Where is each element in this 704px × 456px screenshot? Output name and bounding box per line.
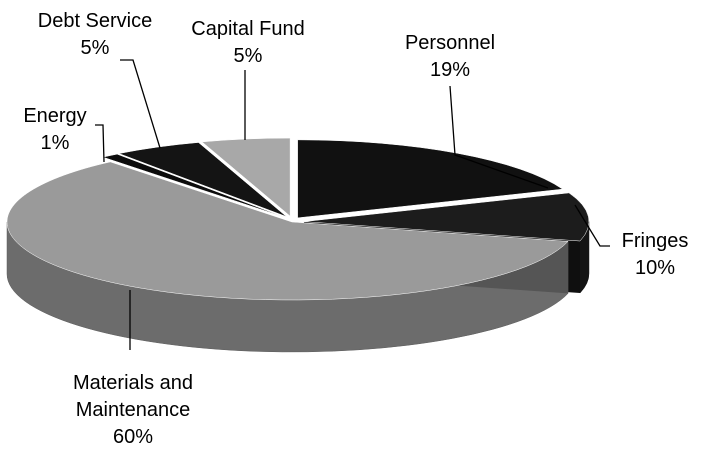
slice-label: Materials and Maintenance 60% [48,370,218,451]
slice [6,161,569,301]
slice-label: Debt Service 5% [38,8,153,62]
slice-value: 19% [429,59,471,81]
slice-name: Debt Service [37,10,153,32]
slice-value: 5% [233,45,263,67]
slice-name: Fringes [621,230,689,252]
leader-line [95,124,105,163]
leader-line [449,85,549,189]
slice-value: 10% [634,257,676,279]
slice-label: Fringes 10% [622,228,689,282]
slice-value: 5% [80,37,110,59]
slice-name: Energy [23,105,87,127]
slice [118,142,287,217]
slice-label: Capital Fund 5% [191,16,304,70]
slice-name: Capital Fund [191,18,305,40]
slice [102,153,285,218]
slice-label: Personnel 19% [405,30,495,84]
leader-line [120,59,161,149]
slice-value: 1% [40,132,70,154]
slice-name: Materials and Maintenance [72,372,194,421]
slice-label: Energy 1% [23,103,86,157]
slice [297,139,564,219]
leader-line [574,204,610,247]
slice-name: Personnel [404,32,496,54]
slice-value: 60% [112,426,154,448]
slice [303,192,590,242]
